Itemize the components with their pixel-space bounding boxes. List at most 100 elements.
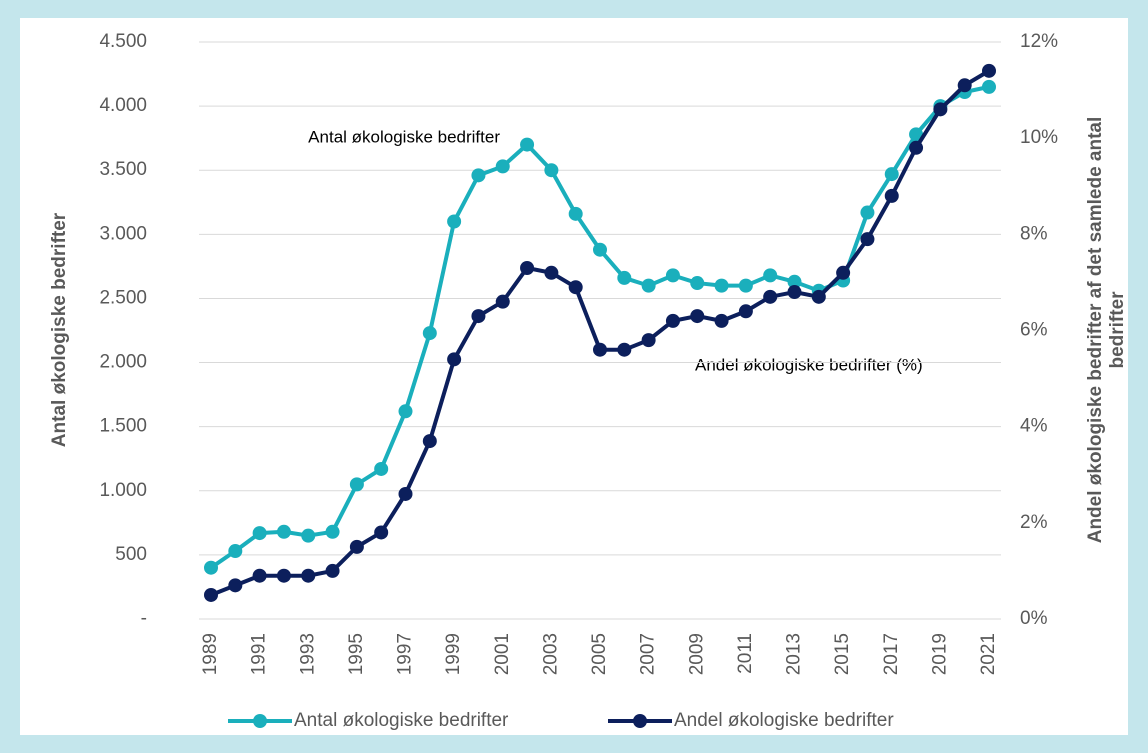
y2-tick-label: 4% xyxy=(1020,416,1048,437)
data-point xyxy=(884,188,899,203)
data-point xyxy=(495,159,510,174)
data-point xyxy=(665,268,680,283)
data-point xyxy=(301,568,316,583)
data-point xyxy=(665,313,680,328)
x-tick-label: 1993 xyxy=(297,633,318,675)
y-tick-label: 2.500 xyxy=(99,287,147,308)
data-point xyxy=(787,285,802,300)
data-point xyxy=(544,265,559,280)
data-point xyxy=(933,102,948,117)
data-point xyxy=(909,140,924,155)
data-point xyxy=(593,242,607,257)
legend-marker xyxy=(253,714,267,728)
y-tick-label: 3.000 xyxy=(99,223,147,244)
y-tick-label: 4.500 xyxy=(99,31,147,52)
x-tick-label: 2017 xyxy=(881,633,902,675)
data-point xyxy=(204,587,218,602)
legend-marker xyxy=(633,714,647,728)
data-point xyxy=(884,167,899,182)
data-point xyxy=(763,268,778,283)
data-point xyxy=(690,276,705,291)
y-tick-label: 1.500 xyxy=(99,416,147,437)
data-point xyxy=(568,280,583,295)
y-tick-label: 2.000 xyxy=(99,352,147,373)
data-point xyxy=(204,560,218,575)
data-point xyxy=(738,304,753,319)
data-point xyxy=(836,265,851,280)
data-point xyxy=(568,206,583,221)
data-point xyxy=(860,232,875,247)
data-point xyxy=(617,270,632,285)
data-point xyxy=(422,434,437,449)
data-point xyxy=(325,563,340,578)
data-point xyxy=(520,260,535,275)
y2-tick-label: 10% xyxy=(1020,127,1058,148)
data-point xyxy=(276,524,291,539)
y-tick-label: 4.000 xyxy=(99,95,147,116)
data-point xyxy=(641,333,656,348)
data-point xyxy=(349,539,364,554)
x-tick-label: 2007 xyxy=(638,633,659,675)
x-tick-label: 1991 xyxy=(249,633,270,675)
data-point xyxy=(398,404,413,419)
data-point xyxy=(349,477,364,492)
y2-axis-label-line: Andel økologiske bedrifter af det samled… xyxy=(1085,117,1106,544)
data-point xyxy=(544,163,559,178)
data-point xyxy=(520,137,535,152)
y2-tick-label: 8% xyxy=(1020,223,1048,244)
y2-tick-label: 2% xyxy=(1020,512,1048,533)
x-tick-label: 2011 xyxy=(735,633,756,674)
y2-tick-label: 12% xyxy=(1020,31,1058,52)
data-point xyxy=(982,63,996,78)
annotation: Antal økologiske bedrifter xyxy=(308,127,500,146)
data-point xyxy=(422,326,437,341)
y2-tick-label: 0% xyxy=(1020,608,1048,629)
x-tick-label: 1995 xyxy=(346,633,367,675)
y-tick-label: 3.500 xyxy=(99,159,147,180)
data-point xyxy=(909,127,924,142)
y-tick-label: 1.000 xyxy=(99,480,147,501)
data-point xyxy=(252,526,267,541)
data-point xyxy=(787,274,802,289)
x-tick-label: 2009 xyxy=(686,633,707,675)
x-tick-label: 2019 xyxy=(929,633,950,675)
x-tick-label: 2021 xyxy=(978,633,999,675)
chart-panel xyxy=(20,18,1128,735)
x-tick-label: 1989 xyxy=(200,633,221,675)
data-point xyxy=(276,568,291,583)
x-tick-label: 2015 xyxy=(832,633,853,675)
data-point xyxy=(811,289,826,304)
data-point xyxy=(325,524,340,539)
legend-label: Andel økologiske bedrifter xyxy=(674,710,894,731)
data-point xyxy=(617,342,632,357)
data-point xyxy=(495,294,510,309)
data-point xyxy=(301,528,316,543)
data-point xyxy=(957,78,972,93)
legend-label: Antal økologiske bedrifter xyxy=(294,710,509,731)
data-point xyxy=(447,214,462,229)
annotation: Andel økologiske bedrifter (%) xyxy=(695,355,923,374)
data-point xyxy=(982,79,996,94)
data-point xyxy=(714,278,729,293)
data-point xyxy=(690,309,705,324)
data-point xyxy=(738,278,753,293)
data-point xyxy=(641,278,656,293)
data-point xyxy=(714,313,729,328)
data-point xyxy=(252,568,267,583)
x-tick-label: 2003 xyxy=(540,633,561,675)
data-point xyxy=(228,578,243,593)
data-point xyxy=(471,309,486,324)
y2-axis-label-line: bedrifter xyxy=(1107,291,1128,369)
x-tick-label: 1997 xyxy=(395,633,416,675)
x-tick-label: 2013 xyxy=(784,633,805,675)
y-tick-label: 500 xyxy=(115,544,147,565)
y-axis-label: Antal økologiske bedrifter xyxy=(49,212,70,447)
data-point xyxy=(471,168,486,183)
data-point xyxy=(447,352,462,367)
x-tick-label: 2005 xyxy=(589,633,610,675)
y-tick-label: - xyxy=(141,608,147,629)
data-point xyxy=(374,461,389,476)
data-point xyxy=(763,289,778,304)
